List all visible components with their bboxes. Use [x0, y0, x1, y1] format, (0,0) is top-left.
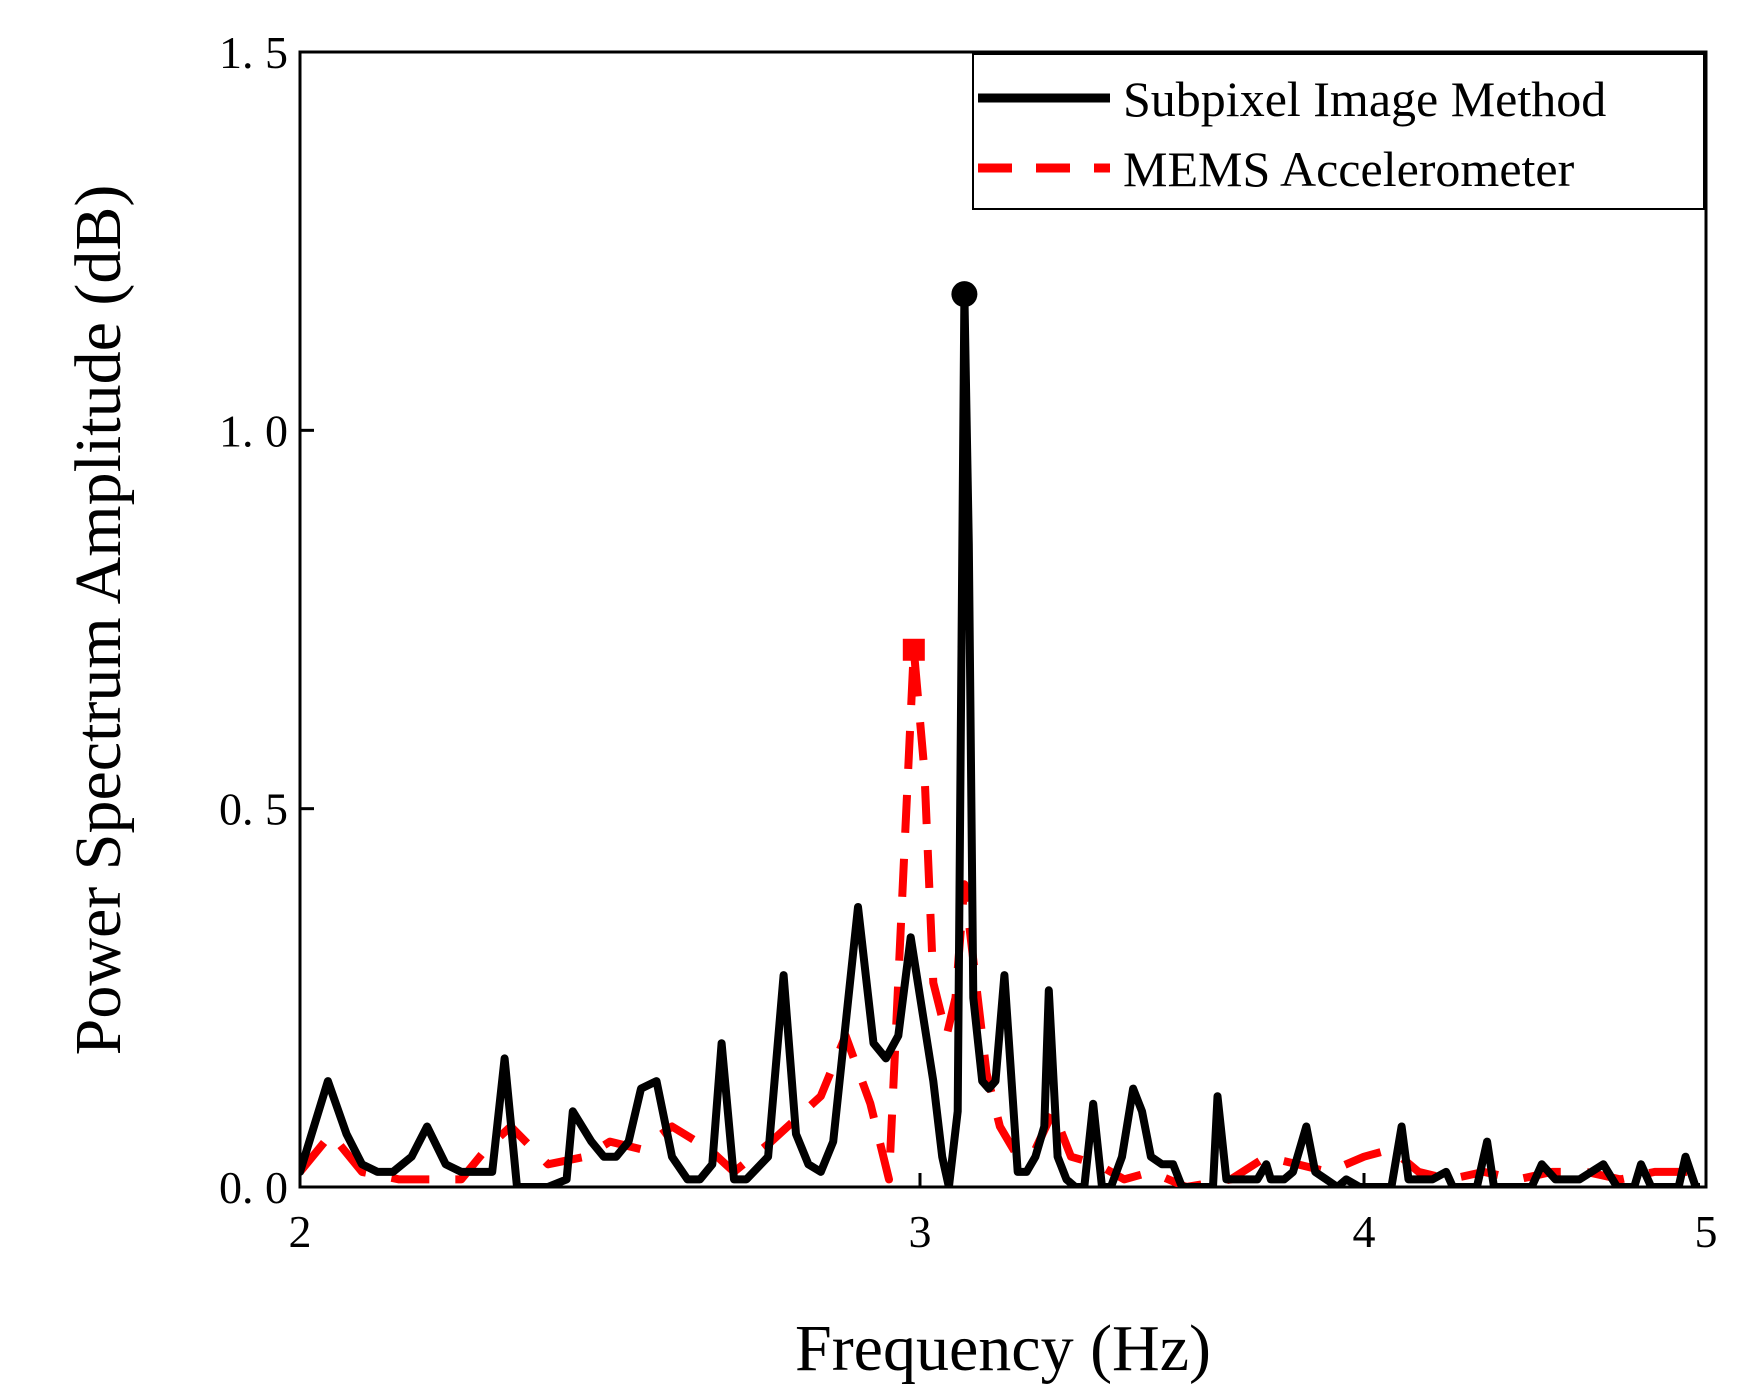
legend: Subpixel Image Method MEMS Accelerometer — [972, 53, 1705, 210]
marker-layer — [902, 281, 978, 661]
x-tick-label: 2 — [289, 1206, 312, 1257]
legend-label-mems: MEMS Accelerometer — [1123, 141, 1575, 197]
peak-marker-subpixel — [951, 281, 978, 308]
x-tick-label: 3 — [909, 1206, 932, 1257]
x-tick-label: 4 — [1353, 1206, 1376, 1257]
y-tick-label: 1. 0 — [219, 405, 288, 456]
y-tick-label: 0. 5 — [219, 784, 288, 835]
x-axis-title: Frequency (Hz) — [795, 1312, 1211, 1385]
legend-box — [972, 53, 1705, 210]
y-axis-title: Power Spectrum Amplitude (dB) — [62, 185, 135, 1056]
y-tick-label: 0. 0 — [219, 1162, 288, 1213]
series-layer — [300, 290, 1700, 1187]
y-tick-label: 1. 5 — [219, 27, 288, 78]
x-axis: 2 3 4 5 — [289, 1173, 1718, 1257]
legend-label-subpixel: Subpixel Image Method — [1123, 71, 1606, 127]
x-tick-label: 5 — [1695, 1206, 1718, 1257]
series-line-subpixel — [300, 290, 1700, 1187]
peak-marker-mems — [902, 638, 925, 661]
plot-area-frame — [298, 50, 1708, 1189]
y-axis: 0. 0 0. 5 1. 0 1. 5 — [219, 27, 314, 1213]
